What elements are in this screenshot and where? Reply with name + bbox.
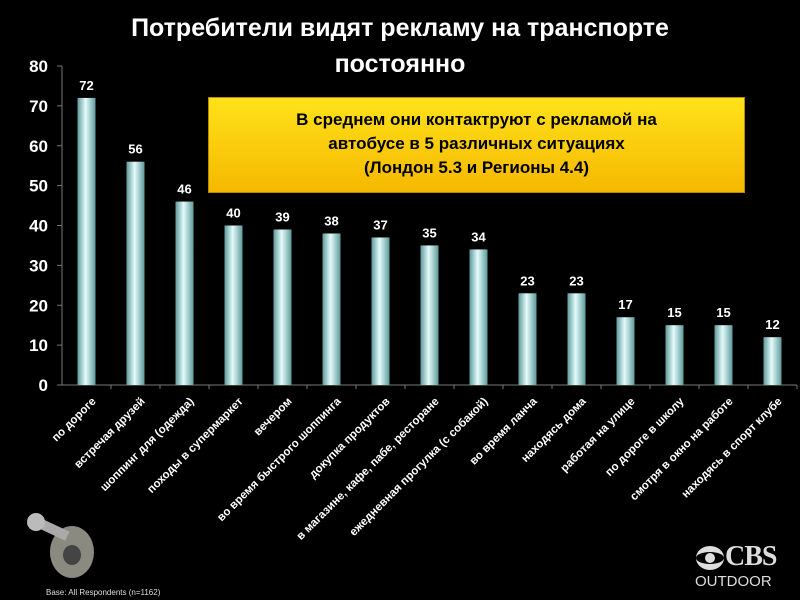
title-line-1: Потребители видят рекламу на транспорте — [131, 14, 669, 42]
data-label: 23 — [520, 273, 534, 288]
bar — [567, 293, 586, 385]
category-label: смотря в окно на работе — [628, 396, 735, 503]
callout-line-2: автобусе в 5 различных ситуациях — [328, 134, 625, 153]
category-label: по дороге — [50, 396, 99, 445]
callout-line-1: В среднем они контактруют с рекламой на — [296, 110, 657, 129]
bar — [616, 317, 635, 385]
y-tick-label: 70 — [29, 97, 48, 116]
y-tick-label: 20 — [29, 296, 48, 315]
category-label: докупка продуктов — [307, 396, 392, 481]
y-tick-label: 80 — [29, 57, 48, 76]
data-label: 39 — [275, 209, 289, 224]
callout-line-3: (Лондон 5.3 и Регионы 4.4) — [363, 158, 590, 177]
y-tick-label: 30 — [29, 256, 48, 275]
category-label: вечером — [252, 396, 295, 439]
bar — [665, 325, 684, 385]
data-label: 34 — [471, 229, 486, 244]
bar — [763, 337, 782, 385]
logo-bottom: OUTDOOR — [695, 573, 772, 590]
bar — [469, 249, 488, 385]
title-line-2: постоянно — [334, 50, 466, 78]
cbs-eye-icon — [696, 546, 724, 570]
category-label: походы в супермаркет — [145, 395, 245, 495]
category-label: находясь в спорт клубе — [680, 396, 785, 501]
data-label: 37 — [373, 217, 387, 232]
data-label: 15 — [716, 305, 730, 320]
data-label: 35 — [422, 225, 436, 240]
y-tick-label: 40 — [29, 217, 48, 236]
logo-top: CBS — [725, 541, 777, 572]
data-label: 40 — [226, 206, 240, 221]
data-label: 38 — [324, 213, 338, 228]
bar — [322, 233, 341, 385]
bar — [175, 201, 194, 385]
bar — [518, 293, 537, 385]
callout-box: В среднем они контактруют с рекламой на … — [208, 97, 745, 193]
data-label: 15 — [667, 305, 681, 320]
bar — [126, 161, 145, 385]
bar — [420, 245, 439, 385]
knob-image — [27, 513, 94, 578]
data-label: 56 — [128, 142, 142, 157]
bar — [714, 325, 733, 385]
y-tick-label: 60 — [29, 137, 48, 156]
cbs-outdoor-logo: CBS OUTDOOR — [695, 535, 785, 590]
y-tick-label: 10 — [29, 336, 48, 355]
y-tick-label: 50 — [29, 177, 48, 196]
footnote: Base: All Respondents (n=1162) — [46, 588, 161, 597]
bar — [224, 225, 243, 385]
category-label: шоппинг для (одежда) — [98, 396, 196, 494]
data-label: 46 — [177, 182, 191, 197]
data-label: 12 — [765, 317, 779, 332]
data-label: 72 — [79, 78, 93, 93]
bar — [77, 97, 96, 386]
data-label: 23 — [569, 273, 583, 288]
bar — [371, 237, 390, 385]
bar — [273, 229, 292, 385]
data-label: 17 — [618, 297, 632, 312]
y-tick-label: 0 — [39, 376, 48, 395]
